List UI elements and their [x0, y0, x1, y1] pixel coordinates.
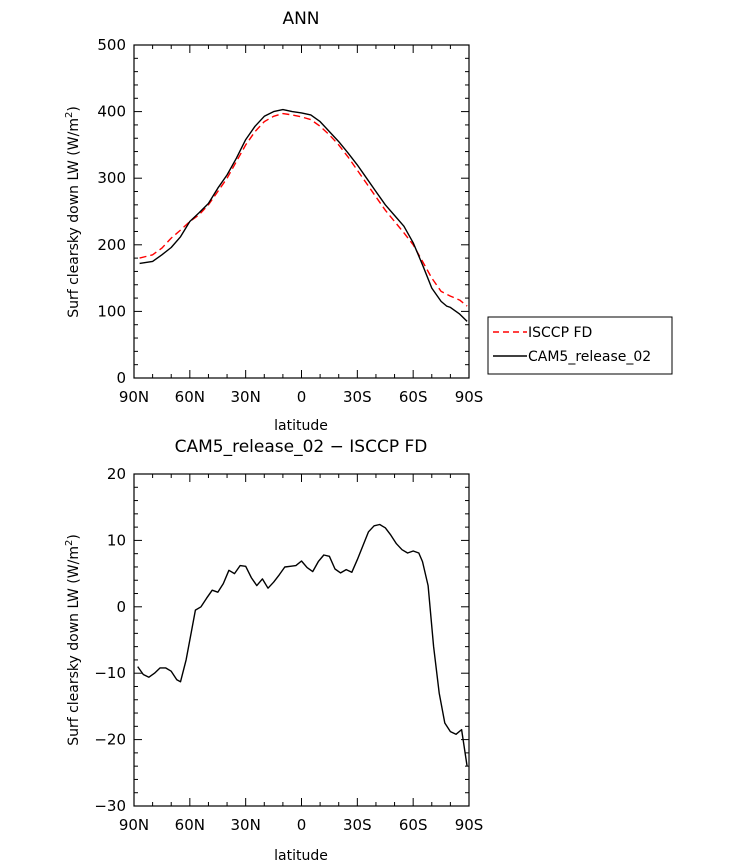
bottom-x-tick-label: 90S	[455, 816, 484, 834]
top-x-tick-label: 90S	[455, 388, 484, 406]
bottom-y-tick-label: 0	[116, 598, 126, 616]
bottom-y-axis-label-superscript: 2	[64, 540, 75, 546]
bottom-y-tick-label: 10	[107, 531, 126, 549]
top-y-tick-label: 400	[97, 103, 126, 121]
bottom-x-tick-label: 60N	[175, 816, 205, 834]
bottom-plot-frame	[133, 473, 470, 807]
bottom-x-tick-label: 0	[297, 816, 307, 834]
legend: ISCCP FD CAM5_release_02	[487, 316, 673, 375]
bottom-y-tick-label: −10	[94, 664, 126, 682]
top-panel: ANN 90N 60N 30N 0 30S 60S 90S0100200300400500 …	[64, 9, 673, 434]
bottom-panel: CAM5_release_02 − ISCCP FD 90N 60N 30N 0 30S…	[64, 437, 483, 864]
top-x-tick-label: 60S	[399, 388, 428, 406]
top-x-tick-label: 90N	[119, 388, 149, 406]
bottom-x-tick-label: 60S	[399, 816, 428, 834]
top-x-tick-label: 30N	[231, 388, 261, 406]
bottom-y-axis-label-close: )	[66, 534, 82, 539]
legend-label-cam5: CAM5_release_02	[528, 349, 651, 365]
top-y-axis-label-text: Surf clearsky down LW (W/m	[66, 118, 82, 318]
bottom-y-tick-label: −20	[94, 731, 126, 749]
bottom-y-tick-label: −30	[94, 797, 126, 815]
bottom-y-axis-label-text: Surf clearsky down LW (W/m	[66, 546, 82, 746]
bottom-x-tick-label: 30N	[231, 816, 261, 834]
top-y-tick-label: 500	[97, 36, 126, 54]
top-plot-frame	[133, 44, 470, 379]
top-y-axis-label: Surf clearsky down LW (W/m2)	[64, 106, 82, 318]
top-y-tick-label: 0	[116, 369, 126, 387]
top-y-tick-label: 200	[97, 236, 126, 254]
bottom-x-axis-label: latitude	[274, 848, 328, 864]
top-plot-area: 90N 60N 30N 0 30S 60S 90S 0 100 200 300 400 500	[97, 36, 483, 406]
top-y-axis-label-superscript: 2	[64, 112, 75, 118]
legend-box	[487, 316, 673, 375]
bottom-x-tick-label: 90N	[119, 816, 149, 834]
top-chart-title: ANN	[282, 9, 319, 29]
bottom-y-tick-label: 20	[107, 465, 126, 483]
bottom-plot-area: 90N 60N 30N 0 30S 60S 90S −30 −20 −10 0 10 20	[94, 465, 483, 834]
top-x-axis-label: latitude	[274, 418, 328, 434]
bottom-x-tick-label: 30S	[343, 816, 372, 834]
top-y-axis-label-close: )	[66, 106, 82, 111]
top-y-tick-label: 300	[97, 169, 126, 187]
top-x-tick-label: 0	[297, 388, 307, 406]
bottom-chart-title: CAM5_release_02 − ISCCP FD	[175, 437, 428, 457]
top-series-cam5-release-02-line	[139, 108, 468, 322]
bottom-series-difference-line	[137, 523, 468, 767]
top-y-tick-label: 100	[97, 302, 126, 320]
top-x-tick-label: 60N	[175, 388, 205, 406]
top-series-isccp-fd-line	[139, 112, 468, 307]
top-x-tick-label: 30S	[343, 388, 372, 406]
legend-label-isccp: ISCCP FD	[528, 325, 592, 341]
bottom-y-axis-label: Surf clearsky down LW (W/m2)	[64, 534, 82, 746]
